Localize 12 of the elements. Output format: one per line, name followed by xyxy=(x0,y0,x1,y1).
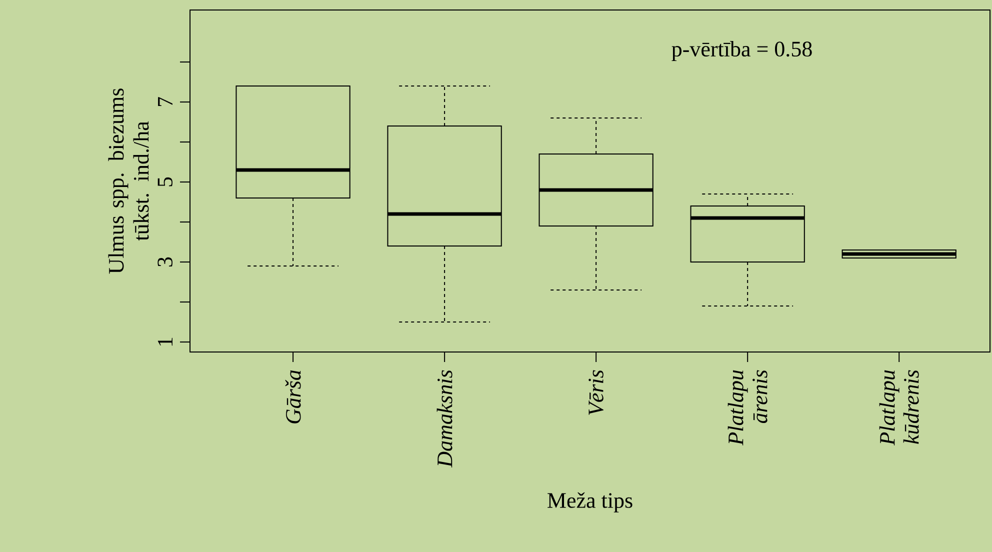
y-tick-label: 5 xyxy=(158,177,172,186)
x-tick-label: Platlapu kūdrenis xyxy=(879,370,919,446)
y-tick-label: 1 xyxy=(158,338,172,346)
x-axis-title: Meža tips xyxy=(548,492,632,512)
y-tick-label: 3 xyxy=(158,257,172,266)
annotation: p-vērtība = 0.58 xyxy=(672,41,812,62)
x-tick-label: Gārša xyxy=(285,370,301,424)
x-tick-label: Platlapu ārenis xyxy=(728,370,768,446)
y-tick-label: 7 xyxy=(158,97,172,106)
x-tick-label: Vēris xyxy=(588,370,604,415)
y-axis-title: Ulmus spp. biezums tūkst. ind./ha xyxy=(108,88,149,274)
x-tick-label: Damaksnis xyxy=(436,370,452,468)
